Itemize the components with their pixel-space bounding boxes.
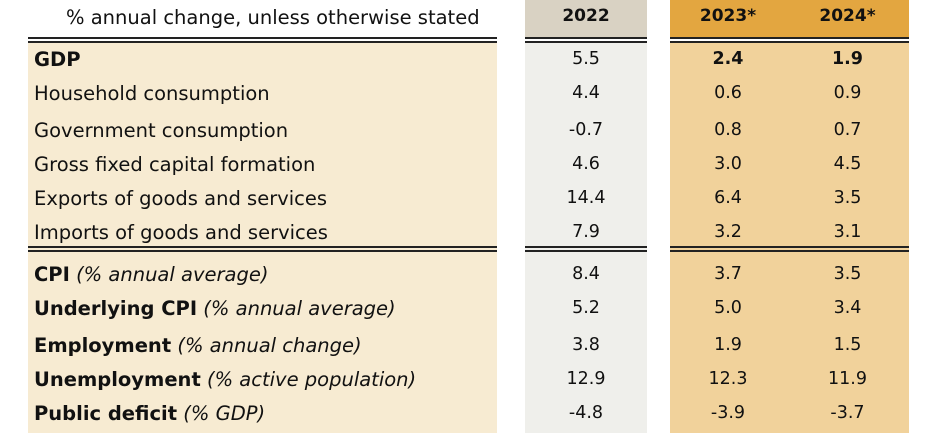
table-row-exports: Exports of goods and services 14.4 6.4 3… <box>0 185 937 215</box>
row-label: GDP <box>34 48 81 71</box>
year-2022-column-background <box>525 41 647 433</box>
label-column-background <box>28 41 497 433</box>
value-2023: -3.9 <box>710 403 746 423</box>
value-2024: 3.4 <box>833 298 862 318</box>
indicator-unit: (% GDP) <box>183 402 266 425</box>
table-row-gross-fixed-capital-formation: Gross fixed capital formation 4.6 3.0 4.… <box>0 151 937 181</box>
value-2024: 0.7 <box>833 120 862 140</box>
value-2022: 5.5 <box>572 49 600 69</box>
value-2024: 3.1 <box>833 222 862 242</box>
year-2022-header-background <box>525 0 647 37</box>
indicator-unit: (% annual average) <box>76 263 269 286</box>
value-2022: -0.7 <box>568 120 604 140</box>
row-label: Imports of goods and services <box>34 221 328 244</box>
value-2023: 3.0 <box>714 154 742 174</box>
value-2023: 12.3 <box>708 369 748 389</box>
table-row-imports: Imports of goods and services 7.9 3.2 3.… <box>0 219 937 249</box>
value-2023: 5.0 <box>714 298 742 318</box>
year-header-2023: 2023* <box>699 6 757 26</box>
value-2023: 3.2 <box>714 222 742 242</box>
row-label: Employment (% annual change) <box>34 334 362 357</box>
row-label: Gross fixed capital formation <box>34 153 316 176</box>
table-row-government-consumption: Government consumption -0.7 0.8 0.7 <box>0 117 937 147</box>
value-2024: 11.9 <box>828 369 867 389</box>
header-rule-top <box>670 37 909 39</box>
value-2022: 4.4 <box>572 83 600 103</box>
indicator-unit: (% annual average) <box>203 297 396 320</box>
indicator-name: Underlying CPI <box>34 297 198 320</box>
header-rule-top <box>28 37 497 39</box>
indicator-name: CPI <box>34 263 70 286</box>
indicator-name: Unemployment <box>34 368 201 391</box>
table-row-household-consumption: Household consumption 4.4 0.6 0.9 <box>0 80 937 110</box>
header-rule-bottom <box>525 41 647 43</box>
section-rule-top <box>525 246 647 248</box>
indicator-unit: (% active population) <box>206 368 417 391</box>
value-2023: 0.6 <box>714 83 742 103</box>
value-2023: 0.8 <box>714 120 742 140</box>
table-row-cpi: CPI (% annual average) 8.4 3.7 3.5 <box>0 261 937 291</box>
table-row-unemployment: Unemployment (% active population) 12.9 … <box>0 366 937 396</box>
section-rule-top <box>670 246 909 248</box>
table-row-gdp: GDP 5.5 2.4 1.9 <box>0 46 937 76</box>
value-2024: 3.5 <box>833 264 862 284</box>
section-rule-bottom <box>670 250 909 252</box>
table-row-employment: Employment (% annual change) 3.8 1.9 1.5 <box>0 332 937 362</box>
value-2022: 4.6 <box>572 154 600 174</box>
section-rule-bottom <box>525 250 647 252</box>
indicator-unit: (% annual change) <box>177 334 362 357</box>
value-2022: 5.2 <box>572 298 600 318</box>
value-2024: 1.5 <box>833 335 862 355</box>
table-row-public-deficit: Public deficit (% GDP) -4.8 -3.9 -3.7 <box>0 400 937 430</box>
row-label: Household consumption <box>34 82 270 105</box>
value-2023: 3.7 <box>714 264 742 284</box>
value-2023: 6.4 <box>714 188 742 208</box>
indicator-name: Employment <box>34 334 172 357</box>
row-label: Exports of goods and services <box>34 187 328 210</box>
table-row-underlying-cpi: Underlying CPI (% annual average) 5.2 5.… <box>0 295 937 325</box>
value-2023: 1.9 <box>714 335 742 355</box>
header-rule-bottom <box>670 41 909 43</box>
forecast-column-background <box>670 41 909 433</box>
value-2022: 7.9 <box>572 222 600 242</box>
row-label: CPI (% annual average) <box>34 263 268 286</box>
value-2023: 2.4 <box>712 49 744 69</box>
value-2022: 3.8 <box>572 335 600 355</box>
header-rule-top <box>525 37 647 39</box>
section-rule-top <box>28 246 497 248</box>
value-2024: 1.9 <box>831 49 863 69</box>
value-2022: 8.4 <box>572 264 600 284</box>
value-2024: 3.5 <box>833 188 862 208</box>
value-2024: 0.9 <box>833 83 862 103</box>
value-2022: 14.4 <box>566 188 606 208</box>
year-header-2024: 2024* <box>819 6 876 26</box>
value-2022: -4.8 <box>568 403 604 423</box>
value-2024: 4.5 <box>833 154 862 174</box>
table-unit-note: % annual change, unless otherwise stated <box>66 6 480 29</box>
row-label: Unemployment (% active population) <box>34 368 416 391</box>
row-label: Public deficit (% GDP) <box>34 402 265 425</box>
header-rule-bottom <box>28 41 497 43</box>
value-2024: -3.7 <box>830 403 865 423</box>
section-rule-bottom <box>28 250 497 252</box>
year-header-2022: 2022 <box>562 6 610 26</box>
row-label: Underlying CPI (% annual average) <box>34 297 396 320</box>
value-2022: 12.9 <box>566 369 606 389</box>
row-label: Government consumption <box>34 119 289 142</box>
indicator-name: Public deficit <box>34 402 178 425</box>
forecast-header-background <box>670 0 909 37</box>
